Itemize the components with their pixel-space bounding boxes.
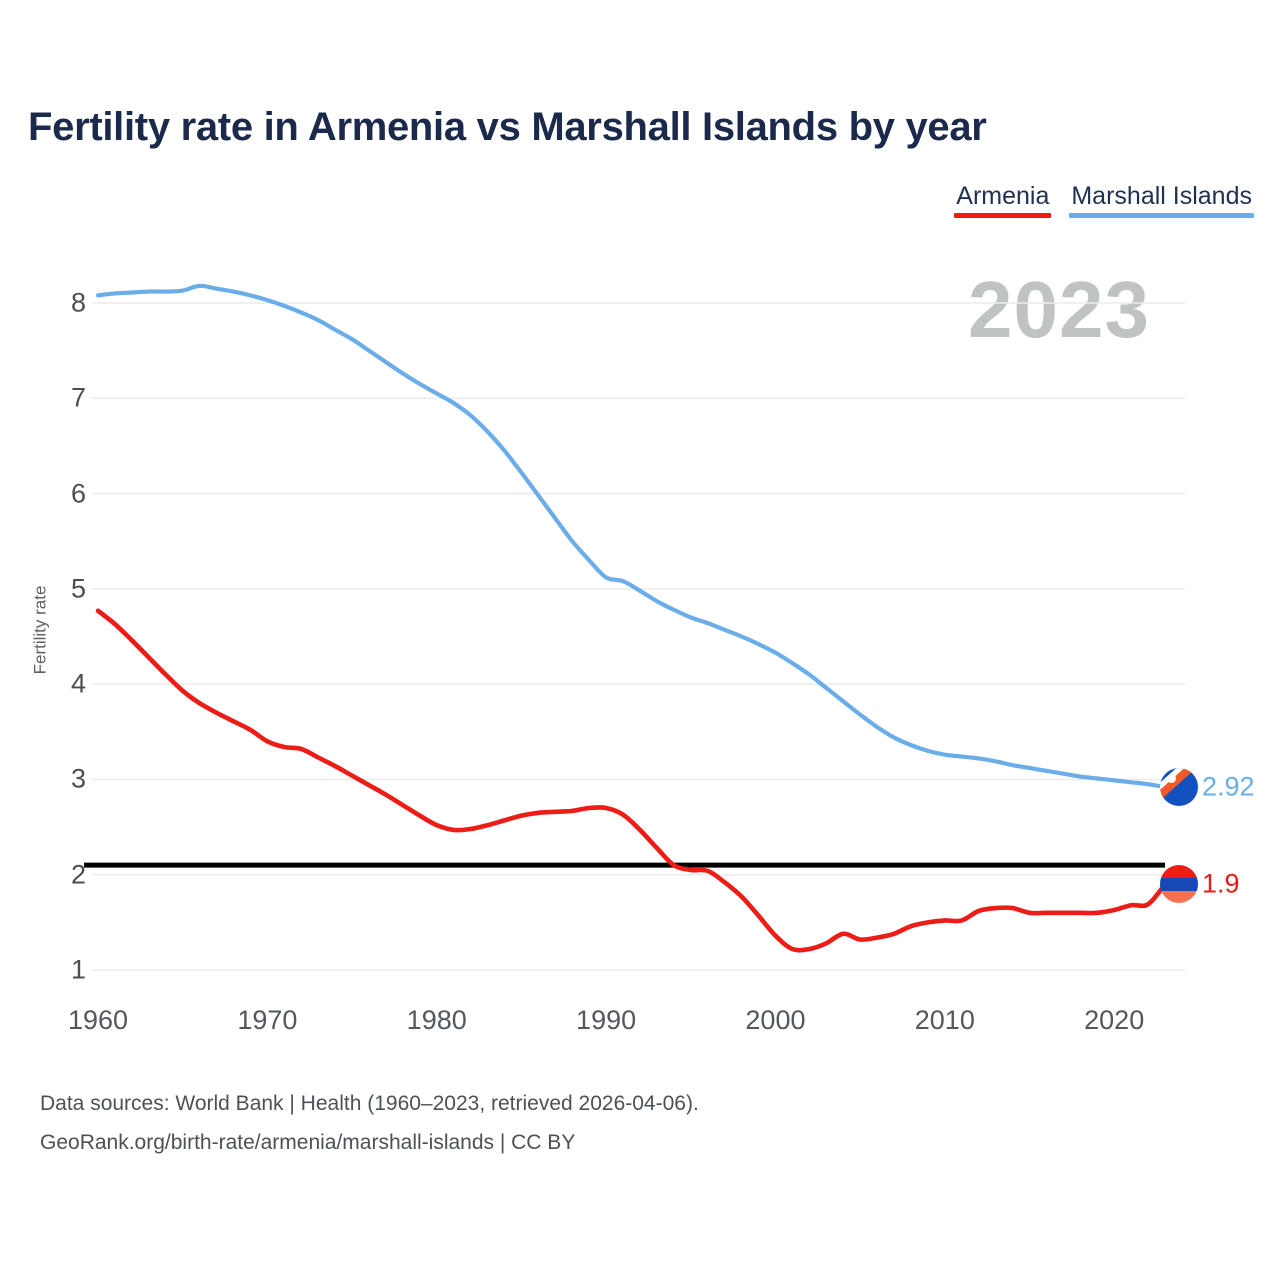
y-axis-tick-label: 5 <box>70 573 86 604</box>
legend-swatch-armenia <box>954 213 1052 219</box>
legend-label-armenia: Armenia <box>956 182 1050 210</box>
y-axis-tick-label: 8 <box>70 287 86 318</box>
year-watermark: 2023 <box>968 265 1150 354</box>
footer-line-2: GeoRank.org/birth-rate/armenia/marshall-… <box>40 1130 576 1154</box>
x-axis-tick-label: 1970 <box>237 1005 298 1035</box>
legend-label-marshall-islands: Marshall Islands <box>1071 182 1252 210</box>
y-axis-tick-label: 6 <box>70 478 86 509</box>
end-value-marshall-islands: 2.92 <box>1202 771 1255 802</box>
y-axis-tick-label: 2 <box>70 859 86 890</box>
y-axis-tick-label: 4 <box>70 668 86 699</box>
y-axis-tick-label: 1 <box>70 954 86 985</box>
legend-item-armenia[interactable]: Armenia <box>954 182 1052 219</box>
y-axis-tick-label: 3 <box>70 763 86 794</box>
y-axis-tick-label: 7 <box>70 382 86 413</box>
footer-line-1: Data sources: World Bank | Health (1960–… <box>40 1092 699 1115</box>
x-axis-tick-label: 2010 <box>914 1005 975 1035</box>
x-axis-tick-label: 2020 <box>1084 1005 1145 1035</box>
chart-legend: Armenia Marshall Islands <box>954 182 1254 219</box>
x-axis-tick-label: 1980 <box>406 1005 467 1035</box>
armenia-flag-icon <box>1160 865 1198 904</box>
x-axis-tick-label: 1990 <box>576 1005 637 1035</box>
legend-swatch-marshall-islands <box>1069 213 1254 219</box>
legend-item-marshall-islands[interactable]: Marshall Islands <box>1069 182 1254 219</box>
x-axis-tick-label: 1960 <box>67 1005 129 1035</box>
x-axis-tick-label: 2000 <box>745 1005 806 1035</box>
series-line-marshall-islands <box>95 283 1168 790</box>
marshall-islands-flag-icon <box>1160 768 1198 807</box>
end-value-armenia: 1.9 <box>1202 868 1240 899</box>
footer-note: Data sources: World Bank | Health (1960–… <box>40 1085 699 1163</box>
page-title: Fertility rate in Armenia vs Marshall Is… <box>28 105 987 149</box>
series-line-armenia <box>95 608 1168 953</box>
